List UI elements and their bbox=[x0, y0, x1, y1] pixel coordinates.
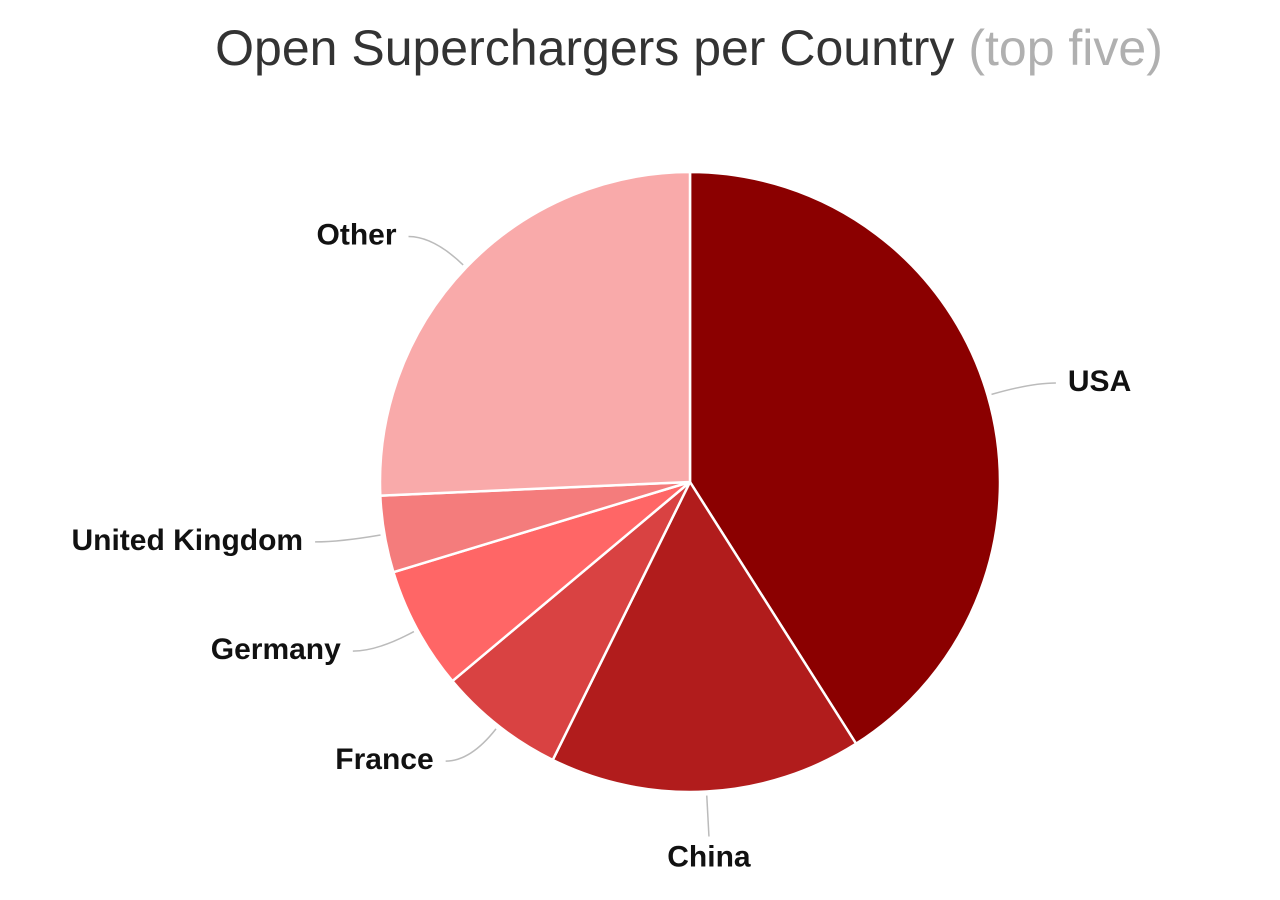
chart-title-line: Open Superchargers per Country (top five… bbox=[215, 20, 1163, 76]
slice-label: Germany bbox=[211, 633, 341, 666]
pie-slice bbox=[378, 170, 692, 497]
leader-line bbox=[315, 534, 381, 543]
leader-line bbox=[445, 728, 497, 762]
pie-slice bbox=[688, 170, 1002, 746]
leader-line bbox=[991, 382, 1056, 396]
pie-slice bbox=[391, 480, 691, 683]
chart-subtitle: (top five) bbox=[968, 20, 1163, 76]
slice-label: USA bbox=[1068, 365, 1131, 398]
slice-label: Other bbox=[317, 218, 397, 251]
leader-line bbox=[706, 795, 710, 837]
leader-line bbox=[408, 235, 464, 266]
leader-line bbox=[352, 630, 415, 652]
pie-slice bbox=[450, 481, 692, 762]
pie-slice bbox=[551, 479, 858, 794]
slice-label: France bbox=[335, 743, 433, 776]
slice-label: United Kingdom bbox=[71, 524, 303, 557]
slice-label: China bbox=[667, 840, 751, 873]
chart-title: Open Superchargers per Country bbox=[215, 20, 954, 76]
